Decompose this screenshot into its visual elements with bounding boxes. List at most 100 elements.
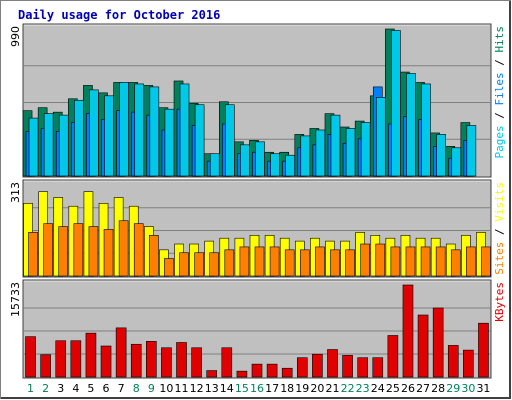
day-label: 16 bbox=[250, 382, 264, 395]
legend-kbytes: KBytes bbox=[493, 282, 506, 322]
legend-visits-sites: Sites / Visits bbox=[493, 182, 506, 275]
bar-sites bbox=[164, 258, 174, 277]
bar-sites bbox=[435, 246, 446, 277]
bar-kbytes bbox=[221, 347, 233, 378]
bar-kbytes bbox=[55, 340, 67, 378]
day-label: 14 bbox=[220, 382, 234, 395]
bar-kbytes bbox=[266, 363, 278, 378]
bar-pages bbox=[270, 153, 280, 177]
bar-kbytes bbox=[387, 335, 399, 378]
legend-separator: / bbox=[493, 106, 506, 126]
day-label: 31 bbox=[476, 382, 490, 395]
legend-item-kbytes: KBytes bbox=[493, 282, 506, 322]
day-label: 29 bbox=[446, 382, 460, 395]
bar-pages bbox=[58, 114, 69, 177]
legend-separator: / bbox=[493, 53, 506, 73]
bar-sites bbox=[360, 243, 370, 277]
day-label: 20 bbox=[310, 382, 324, 395]
day-label: 7 bbox=[118, 382, 125, 395]
bar-pages bbox=[421, 83, 431, 177]
bar-sites bbox=[420, 246, 431, 277]
bar-kbytes bbox=[312, 353, 323, 378]
bar-kbytes bbox=[296, 357, 308, 378]
bar-sites bbox=[58, 226, 69, 277]
bar-pages bbox=[89, 89, 99, 177]
bar-sites bbox=[118, 220, 129, 277]
bar-pages bbox=[375, 97, 386, 177]
bar-kbytes bbox=[447, 345, 459, 378]
bar-sites bbox=[179, 252, 189, 277]
bar-sites bbox=[315, 246, 325, 277]
bar-kbytes bbox=[251, 363, 263, 378]
day-label: 17 bbox=[265, 382, 279, 395]
bar-pages bbox=[194, 104, 205, 177]
day-label: 15 bbox=[235, 382, 249, 395]
outer-frame-shadow-bottom bbox=[1, 397, 511, 399]
day-label: 30 bbox=[461, 382, 475, 395]
bar-pages bbox=[209, 153, 220, 177]
bar-kbytes bbox=[357, 357, 368, 378]
day-label: 21 bbox=[325, 382, 339, 395]
bar-sites bbox=[466, 246, 476, 277]
bar-sites bbox=[481, 246, 491, 277]
bar-kbytes bbox=[85, 332, 97, 378]
bar-pages bbox=[28, 117, 39, 177]
bar-kbytes bbox=[70, 340, 82, 378]
legend-item-hits: Hits bbox=[493, 26, 506, 53]
bar-sites bbox=[88, 226, 99, 277]
panel-visits-sites: 313 Sites / Visits bbox=[9, 179, 506, 278]
bar-sites bbox=[284, 249, 295, 277]
bar-sites bbox=[209, 252, 220, 277]
bar-pages bbox=[285, 154, 295, 177]
bar-sites bbox=[269, 246, 280, 277]
bar-kbytes bbox=[463, 349, 474, 378]
day-label: 22 bbox=[341, 382, 355, 395]
bar-pages bbox=[315, 129, 326, 177]
bar-pages bbox=[119, 82, 129, 177]
day-label: 4 bbox=[72, 382, 79, 395]
bar-sites bbox=[299, 249, 310, 277]
day-label: 5 bbox=[87, 382, 94, 395]
bar-pages bbox=[104, 95, 114, 177]
bar-sites bbox=[103, 229, 114, 277]
legend-hits-files-pages: Pages / Files / Hits bbox=[493, 26, 506, 159]
bar-sites bbox=[73, 223, 84, 277]
day-label: 8 bbox=[133, 382, 140, 395]
day-label: 3 bbox=[57, 382, 64, 395]
day-label: 28 bbox=[431, 382, 445, 395]
day-label: 24 bbox=[371, 382, 385, 395]
bar-sites bbox=[43, 223, 53, 277]
bar-kbytes bbox=[191, 347, 202, 378]
legend-separator: / bbox=[493, 222, 506, 242]
bar-sites bbox=[28, 232, 38, 277]
bar-kbytes bbox=[342, 355, 353, 378]
bar-kbytes bbox=[327, 349, 338, 378]
legend-item-sites: Sites bbox=[493, 242, 506, 275]
bar-sites bbox=[345, 249, 355, 277]
bar-kbytes bbox=[130, 343, 142, 378]
y-max-label: 15733 bbox=[9, 282, 22, 317]
panel-kbytes: 15733 KBytes bbox=[9, 279, 506, 379]
bar-sites bbox=[224, 249, 235, 277]
bar-pages bbox=[74, 99, 84, 177]
bar-pages bbox=[391, 30, 401, 177]
bar-sites bbox=[375, 243, 386, 277]
bar-kbytes bbox=[402, 284, 414, 378]
bar-sites bbox=[254, 246, 265, 277]
legend-item-pages: Pages bbox=[493, 125, 506, 158]
day-label: 19 bbox=[295, 382, 309, 395]
bar-pages bbox=[179, 83, 190, 177]
bar-sites bbox=[405, 246, 416, 277]
bar-kbytes bbox=[206, 370, 218, 378]
day-label: 23 bbox=[356, 382, 370, 395]
bar-pages bbox=[225, 104, 235, 177]
bar-kbytes bbox=[176, 342, 187, 378]
bar-sites bbox=[239, 246, 250, 277]
bar-pages bbox=[240, 144, 250, 177]
bar-sites bbox=[194, 252, 204, 277]
bar-kbytes bbox=[161, 347, 172, 378]
bar-pages bbox=[451, 147, 462, 177]
legend-item-files: Files bbox=[493, 72, 506, 105]
